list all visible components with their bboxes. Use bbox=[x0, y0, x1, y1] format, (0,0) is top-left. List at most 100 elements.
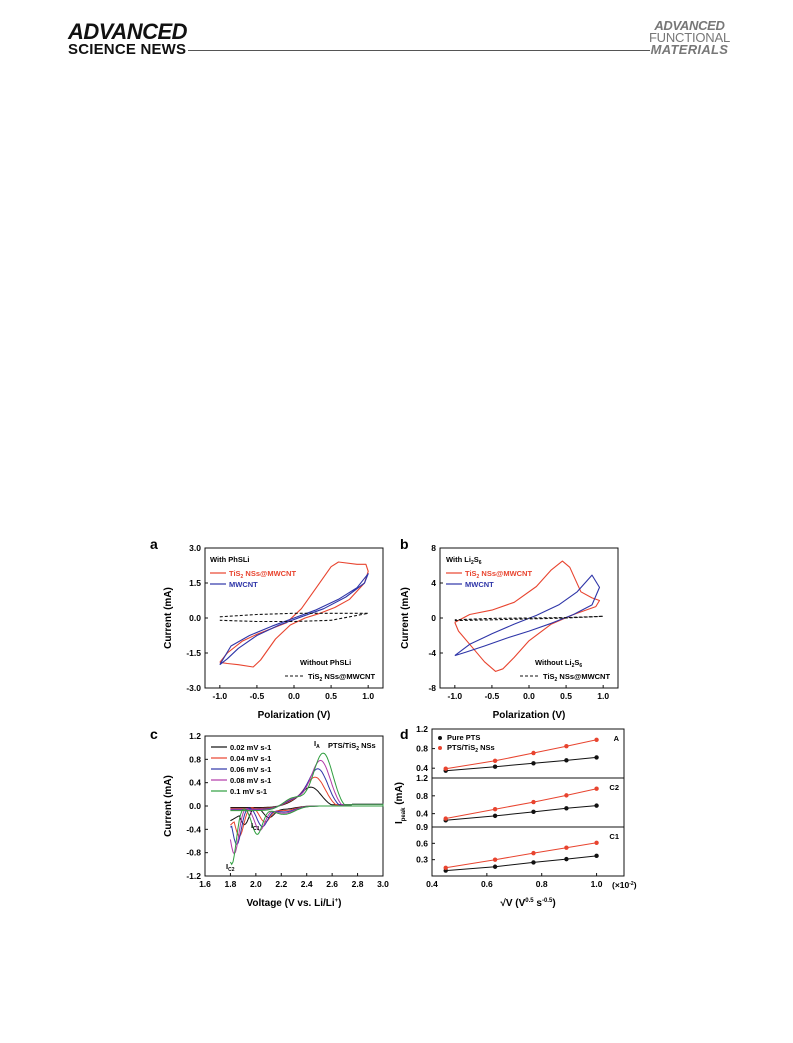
logo-right-line3: MATERIALS bbox=[650, 42, 729, 57]
panel-d-subpanel-label: A bbox=[614, 734, 620, 743]
panel-d-data-point bbox=[594, 786, 599, 791]
panel-d-xtick-label: 0.6 bbox=[481, 879, 493, 889]
panel-d-data-point bbox=[443, 865, 448, 871]
panel-c-label-ic1: IC1 bbox=[251, 821, 260, 832]
logo-right-line2: FUNCTIONAL bbox=[648, 30, 730, 45]
panel-d-data-point bbox=[531, 860, 536, 865]
panel-d-ytick-label: 0.9 bbox=[416, 822, 428, 832]
panel-d-data-point bbox=[564, 793, 569, 798]
panel-a-ylabel: Current (mA) bbox=[163, 587, 174, 649]
panel-b-series-blue-solid bbox=[454, 574, 601, 657]
panel-d-data-point bbox=[594, 803, 599, 808]
panel-a-with-label: With PhSLi bbox=[210, 555, 250, 564]
panel-b-ytick-label: 4 bbox=[431, 578, 436, 588]
panel-c-xtick-label: 1.8 bbox=[225, 879, 237, 889]
panel-c-xtick-label: 2.0 bbox=[250, 879, 262, 889]
panel-d-ytick-label: 0.4 bbox=[416, 763, 428, 773]
advanced-science-news-logo: ADVANCED SCIENCE NEWS bbox=[68, 19, 188, 58]
panel-b-ylabel: Current (mA) bbox=[400, 587, 411, 649]
panel-c-xtick-label: 2.6 bbox=[326, 879, 338, 889]
panel-b-legend-blue: MWCNT bbox=[465, 580, 494, 589]
panel-a-series-blue-solid bbox=[219, 573, 369, 666]
panel-d-data-point bbox=[564, 806, 569, 811]
panel-a-legend-red: TiS2 NSs@MWCNT bbox=[229, 569, 296, 580]
panel-d-ytick-label: 0.6 bbox=[416, 838, 428, 848]
panel-b-series-black-dashed bbox=[454, 615, 604, 622]
header-rule bbox=[188, 50, 650, 51]
panel-c-ytick-label: -0.8 bbox=[186, 848, 201, 858]
panel-d-xtick-label: 0.4 bbox=[426, 879, 438, 889]
panel-b-ytick-label: -4 bbox=[428, 648, 436, 658]
advanced-functional-materials-logo: ADVANCED FUNCTIONAL MATERIALS bbox=[648, 19, 730, 57]
panel-a: a -1.0 -0.5 0.0 0.5 1.0 3.0 1.5 0.0 -1.5 -3.0 Wit… bbox=[150, 536, 384, 721]
panel-c-label-ia: IA bbox=[314, 739, 320, 750]
panel-d-fit-line bbox=[445, 805, 597, 821]
panel-b-series-red-solid bbox=[454, 560, 601, 672]
panel-c-label-ic2: IC2 bbox=[226, 862, 235, 873]
panel-b-xtick-label: -1.0 bbox=[448, 691, 463, 701]
panel-d-fit-line bbox=[445, 756, 597, 772]
panel-d-data-point bbox=[492, 813, 498, 819]
panel-d-xtick-label: 0.8 bbox=[536, 879, 548, 889]
panel-a-xtick-label: 0.5 bbox=[325, 691, 337, 701]
logo-left-line1: ADVANCED bbox=[68, 19, 188, 44]
panel-d-data-point bbox=[594, 840, 599, 845]
panel-d-data-point bbox=[594, 755, 599, 760]
panel-c-series-line bbox=[229, 752, 384, 866]
logo-left-line2: SCIENCE NEWS bbox=[68, 41, 187, 58]
panel-c-legend-label: 0.04 mV s-1 bbox=[230, 754, 271, 763]
panel-b-ytick-label: -8 bbox=[428, 683, 436, 693]
panel-d-legend-pure: Pure PTS bbox=[447, 733, 480, 742]
panel-d-legend-tis2-marker bbox=[438, 746, 442, 750]
panel-b-xtick-label: 0.5 bbox=[560, 691, 572, 701]
panel-d-data-point bbox=[564, 743, 569, 749]
panel-d-ytick-label: 0.8 bbox=[416, 791, 428, 801]
panel-d-data-point bbox=[531, 799, 536, 805]
panel-a-xtick-label: 0.0 bbox=[288, 691, 300, 701]
panel-d-x-unit-note: (×10-2) bbox=[612, 880, 637, 890]
panel-d-data-point bbox=[492, 806, 498, 812]
panel-b-xlabel: Polarization (V) bbox=[493, 710, 566, 721]
panel-b-ytick-label: 8 bbox=[431, 543, 436, 553]
panel-c-legend-label: 0.02 mV s-1 bbox=[230, 743, 271, 752]
panel-d-data-point bbox=[564, 758, 569, 763]
panel-c-ytick-label: 0.4 bbox=[189, 778, 201, 788]
panel-b: b -1.0 -0.5 0.0 0.5 1.0 8 4 0 -4 -8 With Li2S6 Ti… bbox=[400, 536, 619, 721]
panel-d-data-point bbox=[492, 764, 498, 769]
panel-a-legend-dash: TiS2 NSs@MWCNT bbox=[308, 672, 375, 683]
panel-d-ytick-label: 0.3 bbox=[416, 855, 428, 865]
panel-a-ytick-label: 1.5 bbox=[189, 578, 201, 588]
panel-c-ytick-label: -0.4 bbox=[186, 824, 201, 834]
panel-a-series-black-dashed bbox=[219, 612, 369, 623]
panel-c-title-label: PTS/TiS2 NSs bbox=[328, 741, 376, 752]
panel-d-ylabel: Ipeak (mA) bbox=[394, 782, 407, 824]
panel-a-ytick-label: -1.5 bbox=[186, 648, 201, 658]
panel-c-ytick-label: -1.2 bbox=[186, 871, 201, 881]
figure: a -1.0 -0.5 0.0 0.5 1.0 3.0 1.5 0.0 -1.5 -3.0 Wit… bbox=[150, 528, 650, 909]
panel-d-legend-pure-marker bbox=[438, 736, 442, 740]
panel-d-legend-tis2: PTS/TiS2 NSs bbox=[447, 743, 495, 754]
panel-c-xtick-label: 3.0 bbox=[377, 879, 389, 889]
panel-d-data-point bbox=[492, 864, 498, 869]
panel-a-xtick-label: -1.0 bbox=[213, 691, 228, 701]
panel-d-ytick-label: 1.2 bbox=[416, 773, 428, 783]
panel-c-legend-label: 0.08 mV s-1 bbox=[230, 776, 271, 785]
panel-d-ytick-label: 0.8 bbox=[416, 744, 428, 754]
panel-d-data-point bbox=[564, 845, 569, 850]
panel-c-xtick-label: 2.4 bbox=[301, 879, 313, 889]
panel-d-frame bbox=[431, 728, 625, 877]
panel-b-without-label: Without Li2S6 bbox=[535, 658, 582, 669]
panel-c-ytick-label: 0.0 bbox=[189, 801, 201, 811]
panel-d-data-point bbox=[531, 761, 536, 766]
figure-svg: a -1.0 -0.5 0.0 0.5 1.0 3.0 1.5 0.0 -1.5 -3.0 Wit… bbox=[150, 536, 637, 909]
panel-a-without-label: Without PhSLi bbox=[300, 658, 351, 667]
panel-a-legend-blue: MWCNT bbox=[229, 580, 258, 589]
panel-a-letter: a bbox=[150, 536, 158, 552]
panel-c: c 1.6 1.8 2.0 2.2 2.4 2.6 2.8 3.0 1.2 0.8 0.4 0.0 -0… bbox=[150, 726, 389, 909]
panel-d-fit-line bbox=[445, 855, 597, 872]
page-header: ADVANCED SCIENCE NEWS ADVANCED FUNCTIONA… bbox=[0, 0, 793, 70]
panel-b-xtick-label: 0.0 bbox=[523, 691, 535, 701]
panel-c-letter: c bbox=[150, 726, 158, 742]
panel-d-ytick-label: 1.2 bbox=[416, 724, 428, 734]
panel-d-data-point bbox=[443, 766, 448, 771]
